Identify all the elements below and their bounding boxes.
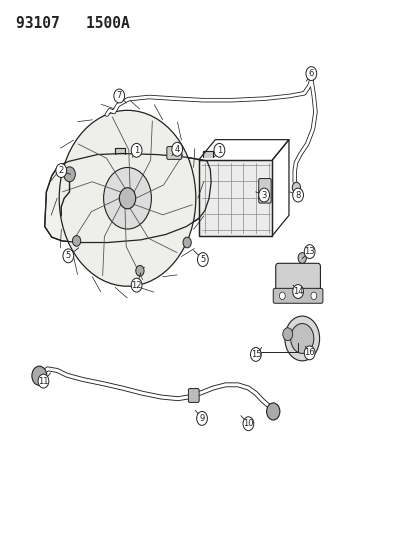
Polygon shape <box>45 154 211 243</box>
Circle shape <box>304 346 314 360</box>
FancyBboxPatch shape <box>188 389 199 402</box>
Text: 3: 3 <box>261 191 266 199</box>
Circle shape <box>284 316 319 361</box>
Circle shape <box>292 188 303 202</box>
Text: 5: 5 <box>66 252 71 260</box>
Text: 5: 5 <box>200 255 205 264</box>
Circle shape <box>305 67 316 80</box>
Text: 13: 13 <box>304 247 314 256</box>
Circle shape <box>310 292 316 300</box>
Circle shape <box>297 253 306 263</box>
Circle shape <box>72 236 81 246</box>
Circle shape <box>292 285 303 298</box>
Text: 2: 2 <box>59 166 64 175</box>
Text: 12: 12 <box>131 281 142 289</box>
Text: 1: 1 <box>216 146 221 155</box>
Circle shape <box>103 167 151 229</box>
Polygon shape <box>198 160 272 236</box>
Circle shape <box>119 188 135 209</box>
FancyBboxPatch shape <box>273 288 322 303</box>
Circle shape <box>59 110 195 286</box>
Text: 1: 1 <box>134 146 139 155</box>
Circle shape <box>63 249 74 263</box>
Circle shape <box>242 417 253 431</box>
Text: 9: 9 <box>199 414 204 423</box>
Circle shape <box>304 245 314 259</box>
Text: 93107   1500A: 93107 1500A <box>16 16 129 31</box>
Text: 11: 11 <box>38 377 49 385</box>
Text: 6: 6 <box>308 69 313 78</box>
Circle shape <box>214 143 224 157</box>
Text: 7: 7 <box>116 92 121 100</box>
Circle shape <box>114 89 124 103</box>
FancyBboxPatch shape <box>275 263 320 296</box>
Circle shape <box>266 403 279 420</box>
Text: 4: 4 <box>174 145 179 154</box>
Text: 16: 16 <box>304 349 314 357</box>
Text: 15: 15 <box>250 350 261 359</box>
Circle shape <box>290 324 313 353</box>
Polygon shape <box>115 148 125 154</box>
Text: 8: 8 <box>295 191 300 199</box>
Circle shape <box>171 142 182 156</box>
Circle shape <box>131 143 142 157</box>
Circle shape <box>131 278 142 292</box>
Circle shape <box>292 182 300 193</box>
Circle shape <box>279 292 285 300</box>
Circle shape <box>38 374 49 388</box>
Circle shape <box>135 265 144 276</box>
Text: 10: 10 <box>242 419 253 428</box>
Circle shape <box>196 411 207 425</box>
Circle shape <box>183 237 191 248</box>
FancyBboxPatch shape <box>166 147 181 159</box>
Circle shape <box>258 188 269 202</box>
Circle shape <box>64 167 75 182</box>
Circle shape <box>32 366 47 385</box>
Circle shape <box>197 253 208 266</box>
FancyBboxPatch shape <box>258 179 271 203</box>
Circle shape <box>282 328 292 341</box>
Polygon shape <box>202 151 212 157</box>
Circle shape <box>250 348 261 361</box>
Circle shape <box>56 164 66 177</box>
Text: 14: 14 <box>292 287 303 296</box>
